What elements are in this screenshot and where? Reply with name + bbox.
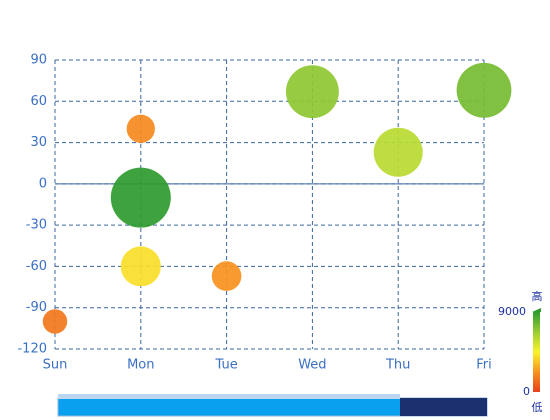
visual-map-min: 0 [523, 385, 530, 398]
x-tick-label: Tue [214, 358, 237, 373]
zoom-outside [400, 398, 487, 416]
visual-map-low: 低 [532, 401, 543, 414]
y-tick-label: 90 [30, 53, 47, 68]
visual-map-high: 高 [532, 289, 543, 303]
visual-map-max: 9000 [498, 305, 526, 318]
y-tick-label: 60 [30, 94, 47, 109]
y-tick-label: -30 [26, 218, 47, 233]
bubble [456, 62, 512, 118]
visual-map-handle [532, 308, 541, 312]
bubble [285, 65, 339, 119]
zoom-handle-bar[interactable] [58, 394, 400, 399]
bubble [120, 246, 161, 287]
visual-map-bar[interactable] [533, 312, 540, 392]
bubble [126, 114, 155, 143]
x-tick-label: Fri [476, 358, 492, 373]
x-tick-label: Wed [298, 358, 326, 373]
y-tick-label: -120 [17, 342, 47, 357]
x-tick-label: Sun [43, 358, 68, 373]
plot-area [42, 59, 512, 350]
data-zoom[interactable] [57, 394, 488, 417]
x-tick-label: Mon [127, 358, 154, 373]
x-tick-label: Thu [385, 358, 410, 373]
y-tick-label: -60 [26, 259, 47, 274]
y-tick-label: 0 [39, 176, 47, 191]
bubble [373, 127, 423, 177]
y-tick-label: 30 [30, 135, 47, 150]
y-tick-label: -90 [26, 300, 47, 315]
bubble [42, 309, 68, 334]
bubble [211, 261, 242, 291]
bubble [110, 167, 171, 228]
